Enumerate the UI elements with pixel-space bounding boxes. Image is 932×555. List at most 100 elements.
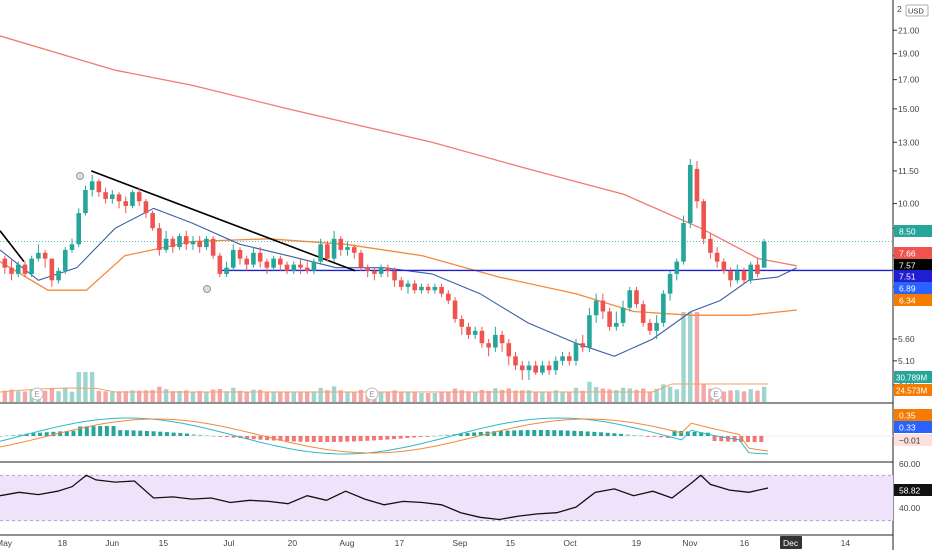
macd-histogram-bar [178, 433, 183, 436]
candle [425, 283, 431, 294]
candle [540, 360, 545, 376]
x-tick-label: 20 [288, 538, 298, 548]
macd-histogram-bar [111, 426, 116, 436]
candle [15, 261, 21, 278]
macd-histogram-bar [38, 432, 43, 436]
volume-label: 30.789M [896, 374, 927, 383]
volume-bar [257, 389, 263, 402]
candle-body [123, 201, 129, 206]
volume-bar [688, 312, 693, 402]
candle-body [425, 286, 431, 291]
y-tick-label: 5.60 [898, 334, 915, 344]
volume-bar [412, 392, 417, 402]
volume-bar [741, 391, 747, 402]
volume-bar [553, 390, 559, 402]
candle-body [284, 264, 290, 271]
candle-body [338, 238, 344, 250]
volume-bar [694, 312, 700, 402]
volume-bar [580, 390, 585, 402]
volume-bar [432, 392, 438, 402]
macd-histogram-bar [672, 430, 677, 436]
candle-body [607, 311, 612, 327]
candle-body [446, 293, 451, 301]
candle [217, 252, 223, 278]
volume-bar [654, 388, 659, 402]
macd-histogram-bar [225, 436, 230, 438]
volume-bar [728, 390, 733, 402]
candle-body [69, 244, 75, 250]
candle-body [224, 267, 229, 274]
candle-body [748, 264, 754, 281]
candle [197, 236, 202, 253]
candle-body [647, 322, 653, 331]
candle [304, 261, 310, 274]
macd-label-bg [894, 421, 932, 433]
candle [412, 280, 418, 294]
volume-bar [560, 391, 565, 402]
rsi-band [0, 475, 893, 521]
x-tick-label: Aug [339, 538, 354, 548]
candle [22, 261, 28, 278]
macd-histogram-bar [418, 436, 423, 437]
volume-bar [627, 388, 632, 402]
volume-bar [425, 393, 431, 402]
macd-histogram-bar [138, 430, 143, 436]
volume-bar [83, 372, 88, 402]
macd-histogram-bar [91, 426, 96, 436]
candle-body [459, 319, 465, 327]
volume-bar [399, 392, 404, 402]
candle [183, 230, 189, 250]
volume-bar [701, 383, 706, 402]
candle [103, 187, 108, 204]
candle [593, 293, 599, 323]
y-tick-label: 11.50 [898, 166, 919, 176]
macd-histogram-bar [311, 436, 316, 442]
volume-bar [49, 388, 55, 402]
candle [708, 233, 713, 259]
macd-histogram-bar [725, 436, 730, 442]
candle-body [264, 261, 270, 268]
volume-bar [748, 389, 753, 402]
candle-body [42, 252, 48, 259]
volume-bar [331, 386, 337, 402]
volume-bar [378, 392, 384, 402]
macd-histogram-bar [585, 431, 590, 436]
volume-bar [190, 391, 196, 402]
macd-histogram-bar [345, 436, 350, 442]
earnings-marker-label: E [713, 390, 718, 399]
macd-histogram-bar [144, 430, 149, 436]
macd-histogram-bar [198, 434, 203, 436]
candle-body [493, 334, 498, 348]
macd-histogram-bar [164, 432, 169, 436]
candle-body [103, 192, 108, 199]
macd-histogram-bar [171, 432, 176, 436]
price-label-bg [894, 259, 932, 271]
macd-histogram-bar [645, 436, 650, 437]
volume-bar [318, 387, 323, 402]
candle [405, 280, 411, 294]
volume-bar [338, 390, 343, 402]
volume-bar [641, 388, 646, 402]
candle-body [634, 290, 639, 305]
candle-body [257, 252, 263, 262]
candle [224, 261, 229, 278]
candle-body [519, 365, 525, 371]
y-tick-label: 10.00 [898, 199, 920, 209]
rsi-value-bg [894, 484, 932, 496]
macd-histogram-bar [739, 436, 744, 442]
volume-bar [130, 390, 135, 402]
macd-histogram-bar [558, 430, 563, 436]
candle-body [728, 270, 733, 281]
volume-bar [513, 390, 518, 402]
volume-bar [278, 391, 283, 402]
candle [600, 293, 606, 320]
candle-body [2, 258, 8, 268]
candle [446, 290, 451, 305]
macd-histogram-bar [158, 431, 163, 436]
candle-body [546, 365, 552, 371]
candle [607, 307, 612, 331]
candle [157, 223, 162, 256]
candle [580, 334, 586, 352]
